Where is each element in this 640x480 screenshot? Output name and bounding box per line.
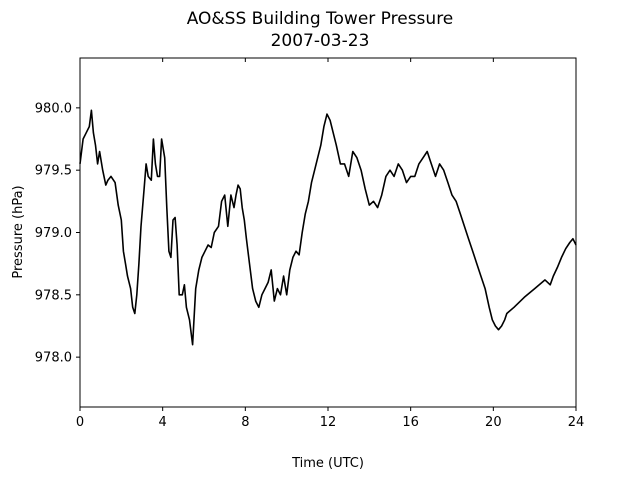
y-tick-label: 980.0 (35, 101, 72, 116)
plot-area-frame (79, 57, 577, 408)
x-axis-label: Time (UTC) (291, 456, 364, 471)
x-tick-label: 12 (320, 415, 337, 430)
x-tick-label: 16 (402, 415, 419, 430)
chart-title: AO&SS Building Tower Pressure (187, 9, 454, 29)
y-tick-label: 979.0 (35, 226, 72, 241)
x-tick-label: 4 (159, 415, 167, 430)
y-axis-label: Pressure (hPa) (11, 185, 26, 278)
series-line-pressure (79, 109, 577, 346)
y-tick-label: 978.0 (35, 351, 72, 366)
x-tick-label: 20 (485, 415, 502, 430)
x-tick-label: 24 (568, 415, 585, 430)
y-tick-label: 978.5 (35, 288, 72, 303)
y-axis-ticks: 978.0 978.5 979.0 979.5 980.0 (35, 101, 80, 366)
x-tick-label: 8 (241, 415, 249, 430)
y-tick-label: 979.5 (35, 164, 72, 179)
chart-subtitle: 2007-03-23 (271, 31, 370, 51)
x-axis-ticks: 0 4 8 12 16 20 24 (76, 58, 584, 430)
x-tick-label: 0 (76, 415, 84, 430)
